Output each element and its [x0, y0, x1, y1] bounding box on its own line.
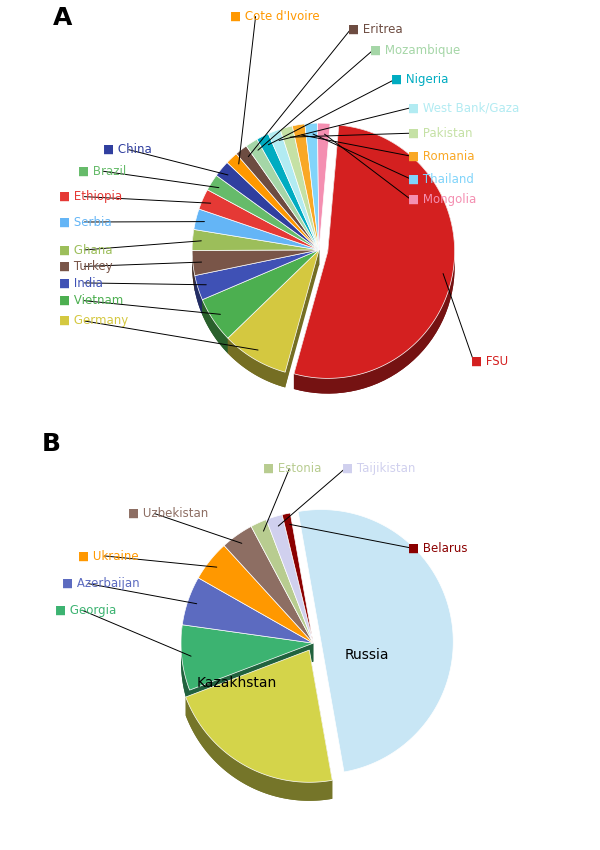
Polygon shape	[194, 209, 319, 250]
Polygon shape	[192, 230, 319, 251]
Polygon shape	[228, 250, 319, 372]
Text: ■ Ghana: ■ Ghana	[59, 243, 112, 257]
Polygon shape	[195, 250, 319, 291]
Polygon shape	[292, 124, 319, 250]
Text: ■ West Bank/Gaza: ■ West Bank/Gaza	[408, 101, 519, 115]
Polygon shape	[294, 125, 455, 378]
Text: ■ Thailand: ■ Thailand	[408, 173, 474, 185]
Text: B: B	[42, 432, 61, 456]
Polygon shape	[195, 250, 319, 291]
Text: ■ Vietnam: ■ Vietnam	[59, 294, 123, 307]
Polygon shape	[208, 175, 319, 250]
Polygon shape	[185, 650, 332, 782]
Text: Kazakhstan: Kazakhstan	[196, 676, 277, 690]
Text: ■ India: ■ India	[59, 276, 103, 289]
Polygon shape	[202, 250, 319, 354]
Polygon shape	[194, 230, 319, 265]
Polygon shape	[192, 250, 319, 275]
Polygon shape	[294, 125, 455, 394]
Polygon shape	[236, 146, 319, 250]
Polygon shape	[282, 513, 313, 643]
Polygon shape	[195, 250, 319, 300]
Polygon shape	[224, 526, 313, 643]
Polygon shape	[298, 509, 453, 772]
Polygon shape	[228, 250, 319, 388]
Polygon shape	[202, 300, 228, 354]
Text: ■ Azerbaijan: ■ Azerbaijan	[62, 577, 140, 590]
Text: ■ Romania: ■ Romania	[408, 150, 475, 162]
Polygon shape	[294, 140, 455, 394]
Polygon shape	[246, 139, 319, 250]
Text: A: A	[53, 6, 72, 31]
Text: ■ FSU: ■ FSU	[471, 355, 508, 368]
Polygon shape	[185, 650, 310, 716]
Polygon shape	[227, 154, 319, 250]
Text: ■ China: ■ China	[103, 143, 152, 156]
Polygon shape	[185, 697, 332, 801]
Text: ■ Turkey: ■ Turkey	[59, 260, 113, 273]
Text: ■ Ukraine: ■ Ukraine	[78, 549, 139, 563]
Polygon shape	[202, 250, 319, 338]
Polygon shape	[192, 230, 194, 266]
Text: ■ Germany: ■ Germany	[59, 314, 128, 327]
Polygon shape	[310, 650, 332, 799]
Polygon shape	[202, 250, 319, 314]
Polygon shape	[192, 250, 319, 266]
Polygon shape	[294, 252, 328, 389]
Text: ■ Pakistan: ■ Pakistan	[408, 127, 472, 139]
Text: ■ Estonia: ■ Estonia	[263, 462, 322, 475]
Text: ■ Mozambique: ■ Mozambique	[370, 44, 460, 57]
Text: ■ Taijikistan: ■ Taijikistan	[343, 462, 416, 475]
Polygon shape	[317, 123, 330, 250]
Text: Russia: Russia	[345, 648, 389, 662]
Polygon shape	[285, 250, 319, 388]
Polygon shape	[181, 625, 313, 690]
Polygon shape	[192, 250, 319, 291]
Polygon shape	[228, 250, 319, 354]
Polygon shape	[182, 578, 313, 643]
Polygon shape	[305, 123, 319, 250]
Polygon shape	[192, 251, 195, 291]
Polygon shape	[192, 250, 319, 266]
Polygon shape	[268, 129, 319, 250]
Text: ■ Uzbekistan: ■ Uzbekistan	[128, 507, 208, 520]
Text: ■ Georgia: ■ Georgia	[55, 604, 116, 616]
Polygon shape	[228, 338, 285, 388]
Polygon shape	[195, 250, 319, 314]
Polygon shape	[182, 625, 313, 661]
Text: ■ Cote d'Ivoire: ■ Cote d'Ivoire	[230, 10, 320, 23]
Polygon shape	[199, 190, 319, 250]
Text: ■ Serbia: ■ Serbia	[59, 216, 112, 229]
Text: ■ Belarus: ■ Belarus	[409, 541, 468, 554]
Text: ■ Eritrea: ■ Eritrea	[348, 23, 403, 36]
Polygon shape	[328, 125, 339, 267]
Polygon shape	[185, 650, 332, 801]
Polygon shape	[192, 245, 319, 266]
Text: ■ Brazil: ■ Brazil	[78, 165, 126, 178]
Polygon shape	[217, 162, 319, 250]
Text: ■ Mongolia: ■ Mongolia	[408, 193, 476, 206]
Polygon shape	[198, 546, 313, 643]
Polygon shape	[190, 643, 313, 709]
Polygon shape	[257, 133, 319, 250]
Polygon shape	[266, 514, 313, 643]
Polygon shape	[195, 275, 202, 314]
Text: ■ Nigeria: ■ Nigeria	[391, 73, 449, 87]
Polygon shape	[280, 126, 319, 250]
Polygon shape	[181, 643, 313, 709]
Polygon shape	[228, 250, 319, 354]
Polygon shape	[181, 625, 190, 709]
Polygon shape	[251, 519, 313, 643]
Polygon shape	[202, 250, 319, 314]
Text: ■ Ethiopia: ■ Ethiopia	[59, 190, 122, 203]
